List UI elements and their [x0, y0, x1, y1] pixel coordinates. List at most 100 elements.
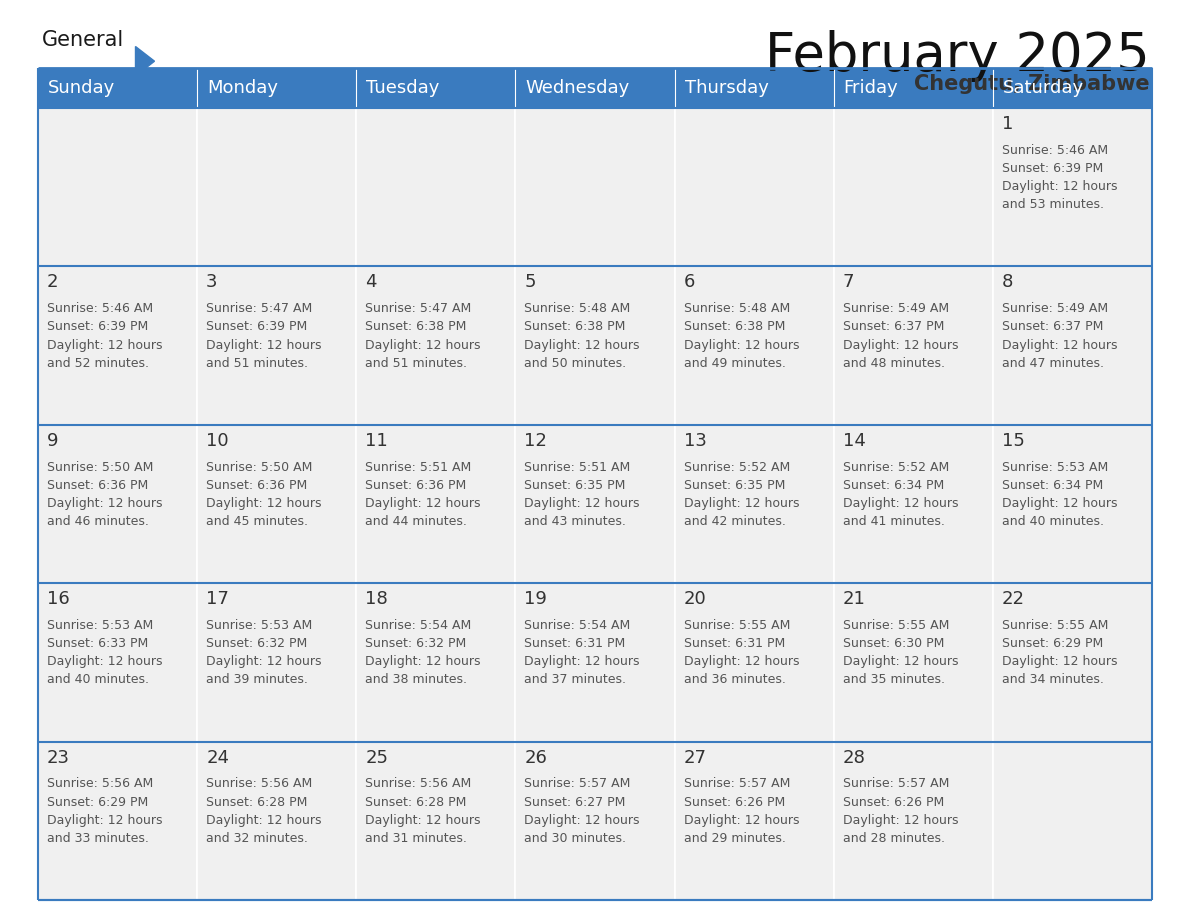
Text: 12: 12	[524, 431, 548, 450]
Bar	[516, 425, 675, 583]
Text: Daylight: 12 hours: Daylight: 12 hours	[48, 497, 163, 509]
Text: and 37 minutes.: and 37 minutes.	[524, 674, 626, 687]
Bar	[834, 583, 993, 742]
Text: Daylight: 12 hours: Daylight: 12 hours	[365, 497, 481, 509]
Text: Sunrise: 5:51 AM: Sunrise: 5:51 AM	[365, 461, 472, 474]
Text: Sunset: 6:36 PM: Sunset: 6:36 PM	[48, 479, 148, 492]
Text: Sunrise: 5:54 AM: Sunrise: 5:54 AM	[524, 619, 631, 633]
Bar	[356, 425, 516, 583]
Text: Sunset: 6:34 PM: Sunset: 6:34 PM	[842, 479, 944, 492]
Bar	[834, 108, 993, 266]
Bar	[516, 266, 675, 425]
Text: 25: 25	[365, 748, 388, 767]
Text: Sunset: 6:36 PM: Sunset: 6:36 PM	[207, 479, 308, 492]
Bar	[356, 108, 516, 266]
Text: Thursday: Thursday	[684, 79, 769, 97]
Text: Sunset: 6:35 PM: Sunset: 6:35 PM	[524, 479, 626, 492]
Text: 2: 2	[48, 274, 58, 291]
Text: and 45 minutes.: and 45 minutes.	[207, 515, 308, 528]
Text: Daylight: 12 hours: Daylight: 12 hours	[524, 497, 640, 509]
Bar	[38, 425, 197, 583]
Text: 6: 6	[683, 274, 695, 291]
Text: Sunset: 6:35 PM: Sunset: 6:35 PM	[683, 479, 785, 492]
Text: Daylight: 12 hours: Daylight: 12 hours	[207, 813, 322, 827]
Bar	[356, 742, 516, 900]
Text: Sunrise: 5:46 AM: Sunrise: 5:46 AM	[48, 302, 153, 315]
Text: 14: 14	[842, 431, 866, 450]
Text: Sunset: 6:28 PM: Sunset: 6:28 PM	[365, 796, 467, 809]
Text: Saturday: Saturday	[1003, 79, 1083, 97]
Text: and 39 minutes.: and 39 minutes.	[207, 674, 308, 687]
Text: Daylight: 12 hours: Daylight: 12 hours	[48, 655, 163, 668]
Text: 27: 27	[683, 748, 707, 767]
Text: Sunrise: 5:49 AM: Sunrise: 5:49 AM	[1001, 302, 1108, 315]
Text: Sunset: 6:38 PM: Sunset: 6:38 PM	[524, 320, 626, 333]
Text: Blue: Blue	[64, 68, 116, 88]
Text: Daylight: 12 hours: Daylight: 12 hours	[524, 339, 640, 352]
Text: 24: 24	[207, 748, 229, 767]
Bar	[675, 108, 834, 266]
Text: Sunset: 6:34 PM: Sunset: 6:34 PM	[1001, 479, 1104, 492]
Text: February 2025: February 2025	[765, 30, 1150, 82]
Text: Sunset: 6:36 PM: Sunset: 6:36 PM	[365, 479, 467, 492]
Text: 26: 26	[524, 748, 548, 767]
Text: Daylight: 12 hours: Daylight: 12 hours	[683, 655, 800, 668]
Bar	[516, 108, 675, 266]
Text: and 30 minutes.: and 30 minutes.	[524, 832, 626, 845]
Text: and 36 minutes.: and 36 minutes.	[683, 674, 785, 687]
Bar	[993, 108, 1152, 266]
Bar	[834, 742, 993, 900]
Text: Sunset: 6:29 PM: Sunset: 6:29 PM	[48, 796, 148, 809]
Text: Sunrise: 5:55 AM: Sunrise: 5:55 AM	[842, 619, 949, 633]
Text: Sunrise: 5:52 AM: Sunrise: 5:52 AM	[683, 461, 790, 474]
Text: Daylight: 12 hours: Daylight: 12 hours	[1001, 655, 1118, 668]
Text: Daylight: 12 hours: Daylight: 12 hours	[842, 655, 959, 668]
Text: Sunset: 6:27 PM: Sunset: 6:27 PM	[524, 796, 626, 809]
Bar	[834, 266, 993, 425]
Bar	[38, 583, 197, 742]
Bar	[675, 266, 834, 425]
Text: Sunrise: 5:47 AM: Sunrise: 5:47 AM	[207, 302, 312, 315]
Text: Sunrise: 5:47 AM: Sunrise: 5:47 AM	[365, 302, 472, 315]
Text: 13: 13	[683, 431, 707, 450]
Text: Daylight: 12 hours: Daylight: 12 hours	[48, 339, 163, 352]
Bar	[675, 742, 834, 900]
Text: Daylight: 12 hours: Daylight: 12 hours	[524, 655, 640, 668]
Text: Sunset: 6:32 PM: Sunset: 6:32 PM	[207, 637, 308, 650]
Text: and 52 minutes.: and 52 minutes.	[48, 357, 148, 370]
Bar	[993, 742, 1152, 900]
Bar	[993, 425, 1152, 583]
Text: 16: 16	[48, 590, 70, 609]
Bar	[675, 68, 834, 108]
Text: Sunrise: 5:48 AM: Sunrise: 5:48 AM	[524, 302, 631, 315]
Bar	[38, 108, 197, 266]
Text: Daylight: 12 hours: Daylight: 12 hours	[842, 339, 959, 352]
Text: Chegutu, Zimbabwe: Chegutu, Zimbabwe	[915, 74, 1150, 94]
Text: Sunrise: 5:46 AM: Sunrise: 5:46 AM	[1001, 144, 1108, 157]
Text: Sunset: 6:31 PM: Sunset: 6:31 PM	[683, 637, 785, 650]
Text: Daylight: 12 hours: Daylight: 12 hours	[1001, 180, 1118, 193]
Bar	[197, 68, 356, 108]
Text: Sunday: Sunday	[48, 79, 115, 97]
Bar	[675, 583, 834, 742]
Text: Daylight: 12 hours: Daylight: 12 hours	[842, 497, 959, 509]
Text: Sunset: 6:39 PM: Sunset: 6:39 PM	[1001, 162, 1104, 175]
Text: and 29 minutes.: and 29 minutes.	[683, 832, 785, 845]
Text: 11: 11	[365, 431, 388, 450]
Text: and 47 minutes.: and 47 minutes.	[1001, 357, 1104, 370]
Text: 21: 21	[842, 590, 866, 609]
Text: Sunset: 6:37 PM: Sunset: 6:37 PM	[842, 320, 944, 333]
Text: Daylight: 12 hours: Daylight: 12 hours	[1001, 497, 1118, 509]
Text: Daylight: 12 hours: Daylight: 12 hours	[48, 813, 163, 827]
Text: Wednesday: Wednesday	[525, 79, 630, 97]
Text: Sunset: 6:26 PM: Sunset: 6:26 PM	[842, 796, 944, 809]
Text: Sunset: 6:33 PM: Sunset: 6:33 PM	[48, 637, 148, 650]
Text: 17: 17	[207, 590, 229, 609]
Text: Sunrise: 5:57 AM: Sunrise: 5:57 AM	[683, 778, 790, 790]
Bar	[38, 68, 197, 108]
Text: and 42 minutes.: and 42 minutes.	[683, 515, 785, 528]
Text: 18: 18	[365, 590, 388, 609]
Text: and 40 minutes.: and 40 minutes.	[1001, 515, 1104, 528]
Text: Sunset: 6:28 PM: Sunset: 6:28 PM	[207, 796, 308, 809]
Text: Daylight: 12 hours: Daylight: 12 hours	[842, 813, 959, 827]
